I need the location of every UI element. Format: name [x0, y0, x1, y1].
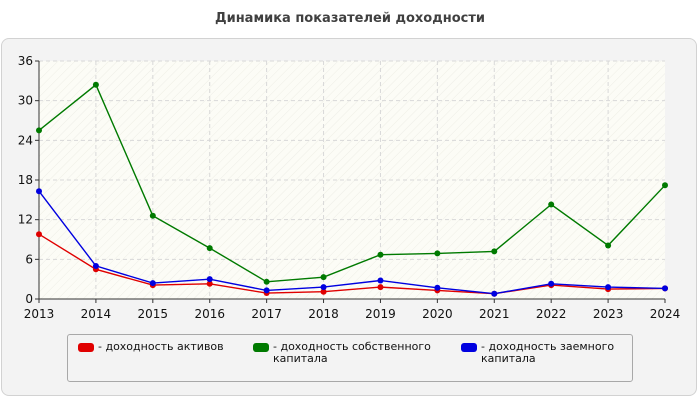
series-0-point [320, 288, 327, 295]
y-tick-labels: 0 6 12 18 24 30 36 [18, 54, 33, 306]
legend-swatch-debt [461, 343, 477, 352]
series-1-point [434, 250, 441, 257]
series-1-point [263, 278, 270, 285]
series-1-point [377, 251, 384, 258]
grid-lines [39, 60, 665, 299]
series-0-point [36, 231, 42, 238]
series-1-point [206, 245, 213, 252]
series-line-2 [38, 190, 666, 295]
y-tick-label: 6 [25, 252, 33, 266]
x-tick-label: 2022 [536, 307, 567, 321]
series-2-point [320, 284, 327, 291]
series-2-point [149, 280, 156, 287]
legend-label-equity: - доходность собственного капитала [273, 340, 431, 365]
y-tick-label: 30 [18, 94, 33, 108]
series-1-point [92, 81, 99, 88]
series-1-point [36, 127, 42, 134]
legend: - доходность активов - доходность собств… [67, 334, 633, 382]
axes [35, 60, 666, 303]
series-2-point [434, 284, 441, 291]
series-2-point [206, 276, 213, 283]
series-1-point [149, 212, 156, 219]
y-tick-label: 18 [18, 173, 33, 187]
y-tick-label: 36 [18, 54, 33, 68]
x-tick-label: 2024 [650, 307, 681, 321]
legend-label-assets: - доходность активов [98, 340, 224, 353]
series-line-1 [38, 83, 666, 283]
series-line-0 [38, 233, 666, 295]
x-tick-label: 2018 [308, 307, 339, 321]
x-tick-label: 2016 [194, 307, 225, 321]
series-0-point [206, 280, 213, 287]
series-2-point [36, 188, 42, 195]
x-tick-label: 2014 [81, 307, 112, 321]
y-tick-label: 0 [25, 292, 33, 306]
x-tick-label: 2013 [24, 307, 55, 321]
series-2-point [662, 285, 668, 292]
x-tick-labels: 2013 2014 2015 2016 2017 2018 2019 2020 2021 2022… [24, 307, 681, 321]
x-tick-label: 2020 [422, 307, 453, 321]
chart-title: Динамика показателей доходности [215, 11, 485, 26]
x-tick-label: 2021 [479, 307, 510, 321]
x-tick-label: 2015 [138, 307, 169, 321]
series-2-point [548, 280, 555, 287]
series-2-point [377, 277, 384, 284]
series-2-point [92, 262, 99, 269]
y-tick-label: 24 [18, 133, 33, 147]
series-2-point [605, 284, 612, 291]
series-1-point [491, 248, 498, 255]
series-0-point [377, 284, 384, 291]
x-tick-label: 2019 [365, 307, 396, 321]
x-tick-label: 2017 [251, 307, 282, 321]
legend-swatch-equity [253, 343, 269, 352]
series-1-point [605, 242, 612, 249]
series-group [36, 81, 668, 297]
series-1-point [320, 274, 327, 281]
x-tick-label: 2023 [593, 307, 624, 321]
series-2-point [491, 290, 498, 297]
series-1-point [548, 201, 555, 208]
legend-label-debt: - доходность заемного капитала [481, 340, 615, 365]
series-1-point [662, 182, 668, 189]
series-2-point [263, 287, 270, 294]
y-tick-label: 12 [18, 213, 33, 227]
legend-swatch-assets [78, 343, 94, 352]
